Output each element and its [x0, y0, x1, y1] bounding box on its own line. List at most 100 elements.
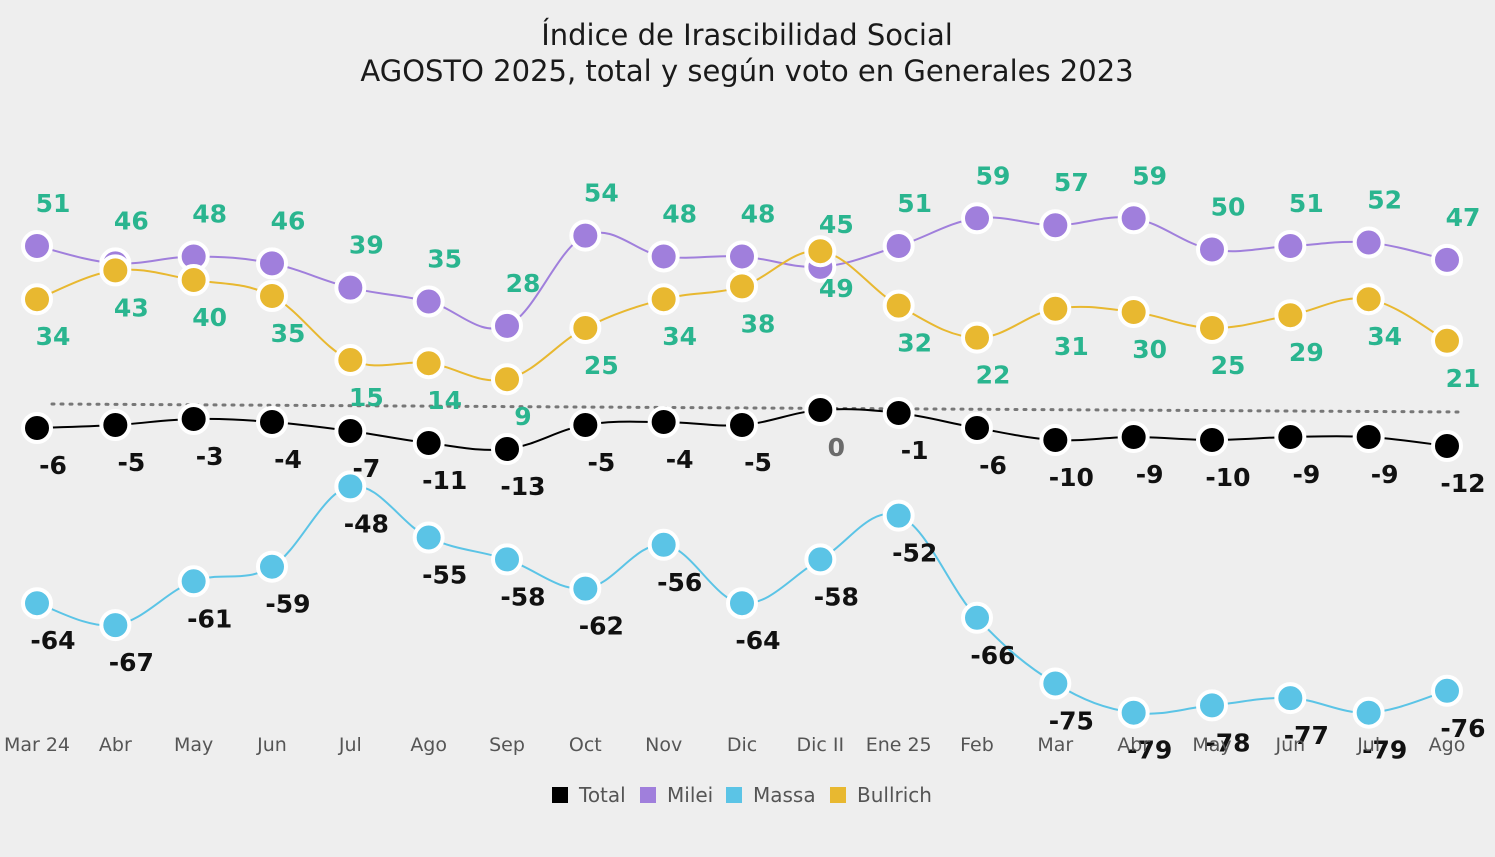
point-total-6 [491, 433, 523, 465]
x-tick-label-11: Ene 25 [866, 734, 932, 756]
data-label-milei-9: 48 [741, 199, 776, 228]
data-label-massa-12: -66 [970, 641, 1015, 670]
point-massa-10 [804, 543, 837, 576]
point-massa-18 [1431, 674, 1463, 707]
x-tick-label-16: Jun [1274, 734, 1305, 756]
point-bullrich-3 [256, 280, 288, 312]
x-tick-label-5: Ago [410, 734, 447, 756]
point-total-15 [1196, 424, 1228, 456]
legend-swatch-massa [726, 787, 742, 803]
x-tick-label-18: Ago [1429, 734, 1466, 756]
point-milei-0 [21, 230, 53, 263]
x-tick-label-8: Nov [645, 734, 682, 756]
data-label-bullrich-9: 38 [741, 309, 776, 338]
data-label-total-17: -9 [1371, 460, 1399, 489]
data-label-total-15: -10 [1205, 463, 1250, 492]
data-label-massa-11: -52 [892, 539, 937, 568]
data-label-massa-0: -64 [30, 626, 75, 655]
chart-subtitle: AGOSTO 2025, total y según voto en Gener… [360, 54, 1133, 88]
point-milei-18 [1431, 243, 1463, 276]
data-label-bullrich-10: 49 [819, 274, 854, 303]
point-bullrich-9 [726, 270, 758, 303]
data-label-massa-14: -79 [1127, 736, 1172, 765]
point-total-5 [412, 427, 445, 459]
data-label-bullrich-5: 14 [427, 386, 462, 415]
x-tick-label-12: Feb [960, 734, 994, 756]
series-layer [21, 202, 1463, 729]
data-label-bullrich-17: 34 [1367, 322, 1402, 351]
data-label-milei-16: 51 [1289, 189, 1324, 218]
point-milei-5 [412, 285, 445, 318]
point-bullrich-8 [647, 283, 680, 316]
point-total-14 [1117, 421, 1150, 453]
point-bullrich-18 [1431, 324, 1463, 357]
legend-swatch-total [552, 787, 568, 803]
data-label-total-10: 0 [828, 433, 845, 462]
x-tick-label-2: May [174, 734, 213, 756]
point-total-2 [177, 403, 210, 435]
point-bullrich-13 [1039, 292, 1072, 325]
point-bullrich-6 [491, 363, 523, 396]
legend-label-milei: Milei [667, 783, 713, 807]
data-label-total-9: -5 [744, 448, 772, 477]
data-label-milei-14: 59 [1132, 161, 1167, 190]
data-label-massa-4: -48 [344, 509, 389, 538]
point-total-1 [99, 409, 132, 441]
point-bullrich-17 [1352, 283, 1385, 316]
point-massa-8 [647, 528, 680, 561]
data-label-total-8: -4 [666, 445, 694, 474]
point-massa-3 [256, 550, 288, 583]
point-bullrich-11 [882, 289, 915, 322]
data-label-total-18: -12 [1440, 469, 1485, 498]
legend-swatch-milei [640, 787, 656, 803]
data-label-bullrich-15: 25 [1211, 351, 1246, 380]
point-total-8 [647, 406, 680, 438]
point-total-3 [256, 406, 288, 438]
legend-label-massa: Massa [753, 783, 816, 807]
data-label-milei-5: 35 [427, 245, 462, 274]
point-total-13 [1039, 424, 1072, 456]
x-tick-label-4: Jul [338, 734, 362, 756]
zero-reference-line [50, 402, 1464, 414]
data-label-massa-2: -61 [187, 604, 232, 633]
point-bullrich-4 [334, 344, 367, 376]
point-milei-14 [1117, 202, 1150, 235]
point-milei-7 [569, 219, 602, 252]
point-total-16 [1274, 421, 1307, 453]
data-label-massa-13: -75 [1049, 707, 1094, 736]
data-label-total-2: -3 [196, 442, 224, 471]
point-massa-16 [1274, 682, 1307, 715]
data-label-milei-2: 48 [192, 199, 227, 228]
data-label-milei-17: 52 [1367, 186, 1402, 215]
data-label-total-6: -13 [500, 472, 545, 501]
data-label-total-16: -9 [1292, 460, 1320, 489]
data-label-bullrich-2: 40 [192, 303, 227, 332]
x-tick-label-13: Mar [1037, 734, 1073, 756]
point-total-18 [1431, 430, 1463, 462]
point-milei-9 [726, 240, 758, 273]
point-total-11 [882, 397, 915, 429]
x-tick-label-17: Jul [1356, 734, 1380, 756]
x-tick-label-9: Dic [727, 734, 757, 756]
chart-title: Índice de Irascibilidad Social [541, 18, 953, 52]
data-label-bullrich-14: 30 [1132, 335, 1167, 364]
x-tick-label-15: May [1192, 734, 1231, 756]
data-label-bullrich-11: 32 [897, 329, 932, 358]
data-label-massa-10: -58 [814, 582, 859, 611]
data-label-massa-5: -55 [422, 561, 467, 590]
point-bullrich-15 [1196, 312, 1228, 344]
data-label-total-1: -5 [117, 448, 145, 477]
point-massa-0 [21, 587, 53, 620]
data-label-milei-6: 28 [506, 269, 541, 298]
legend: Total Milei Massa Bullrich [552, 783, 932, 807]
x-tick-label-3: Jun [256, 734, 287, 756]
data-label-bullrich-16: 29 [1289, 338, 1324, 367]
point-massa-4 [334, 470, 367, 503]
data-label-massa-17: -79 [1362, 736, 1407, 765]
point-total-17 [1352, 421, 1385, 453]
point-milei-12 [961, 202, 993, 235]
point-milei-3 [256, 247, 288, 280]
point-massa-17 [1352, 696, 1385, 729]
x-tick-label-0: Mar 24 [4, 734, 70, 756]
data-label-massa-15: -78 [1205, 728, 1250, 757]
